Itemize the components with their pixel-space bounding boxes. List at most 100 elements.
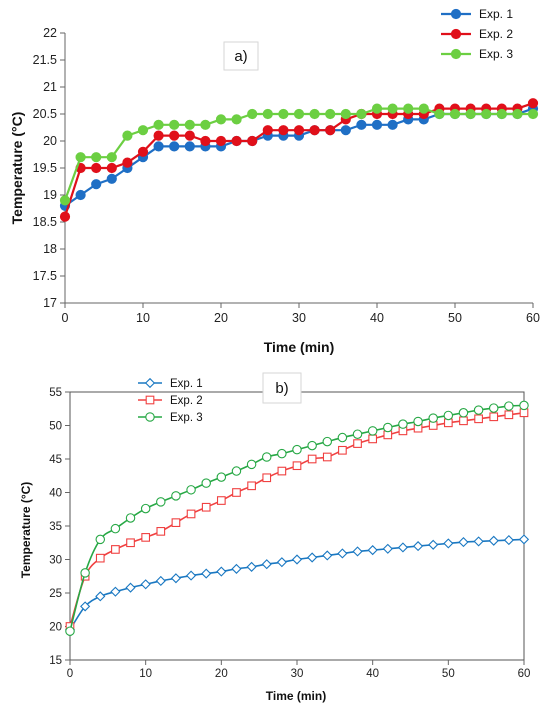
data-point (496, 108, 507, 120)
data-point (171, 491, 181, 501)
data-point (527, 98, 539, 109)
data-point (216, 496, 226, 505)
plot-frame (69, 391, 525, 661)
legend-item: Exp. 1 (441, 7, 513, 21)
data-point (91, 179, 102, 190)
data-point (201, 478, 211, 488)
data-point (91, 162, 102, 174)
data-point (387, 103, 398, 114)
data-point (137, 125, 149, 136)
data-point (278, 125, 289, 136)
legend-marker (145, 412, 155, 422)
data-point (292, 461, 302, 471)
series-1 (64, 534, 530, 635)
data-point (503, 534, 514, 546)
x-tick-label: 60 (526, 311, 540, 325)
x-axis-label: Time (min) (266, 689, 326, 703)
x-tick-label: 20 (214, 311, 228, 325)
data-point (473, 405, 484, 415)
y-tick-label: 17.5 (33, 269, 57, 283)
data-point (186, 509, 196, 519)
data-point (215, 135, 227, 147)
y-tick-label: 25 (49, 588, 62, 600)
x-tick-label: 0 (62, 311, 69, 325)
data-point (325, 125, 336, 136)
data-point (307, 440, 317, 451)
y-tick-label: 30 (49, 555, 62, 567)
data-point (247, 135, 258, 147)
legend-label: Exp. 3 (479, 47, 513, 61)
data-point (184, 130, 195, 141)
data-point (459, 416, 468, 426)
y-tick-label: 22 (43, 26, 57, 40)
y-tick-label: 20 (49, 622, 62, 634)
data-point (418, 103, 429, 114)
data-point (185, 570, 197, 581)
data-point (216, 472, 227, 482)
legend-item: Exp. 2 (138, 395, 203, 407)
series-3 (59, 103, 539, 206)
data-point (95, 553, 105, 563)
data-point (186, 485, 196, 495)
data-point (261, 559, 272, 570)
data-point (371, 119, 383, 130)
data-point (110, 586, 121, 597)
data-point (184, 119, 195, 130)
y-tick-label: 50 (49, 421, 62, 433)
data-point (412, 541, 424, 552)
data-point (262, 473, 272, 483)
data-point (387, 119, 398, 130)
x-tick-label: 50 (448, 311, 462, 325)
legend: Exp. 1 Exp. 2 Exp. 3 (441, 7, 513, 61)
x-tick-label: 0 (67, 668, 73, 680)
x-tick-label: 60 (518, 668, 531, 680)
data-point (232, 488, 241, 497)
panel-label-box (223, 41, 259, 71)
y-tick-label: 17 (43, 296, 57, 310)
legend-marker (450, 8, 462, 20)
y-tick-label: 18.5 (33, 215, 57, 229)
x-tick-label: 10 (139, 668, 152, 680)
data-point (59, 195, 71, 206)
legend-label: Exp. 1 (479, 7, 513, 21)
y-tick-label: 40 (49, 488, 62, 500)
legend-marker (450, 48, 462, 60)
data-point (111, 545, 120, 554)
legend-marker (144, 377, 156, 389)
data-point (75, 152, 86, 163)
data-point (413, 416, 423, 427)
series-3 (65, 400, 529, 636)
data-point (434, 108, 445, 120)
data-point (428, 539, 439, 550)
data-point (247, 481, 256, 491)
data-point (231, 135, 242, 147)
data-point (171, 518, 181, 527)
data-point (368, 434, 378, 444)
data-point (153, 119, 164, 130)
data-point (278, 108, 289, 120)
data-point (291, 554, 303, 565)
data-point (474, 414, 483, 424)
y-axis-label: Temperature (°C) (19, 482, 33, 579)
y-tick-label: 21 (43, 80, 57, 94)
x-tick-label: 10 (136, 311, 150, 325)
data-point (353, 439, 362, 448)
data-point (216, 566, 227, 577)
data-point (504, 401, 514, 411)
data-point (371, 103, 383, 114)
data-point (261, 452, 272, 462)
data-point (200, 135, 211, 147)
data-point (465, 108, 476, 120)
data-point (473, 536, 484, 547)
data-point (325, 108, 336, 120)
x-tick-label: 40 (370, 311, 384, 325)
legend-item: Exp. 3 (441, 47, 513, 61)
data-point (488, 403, 499, 413)
data-point (110, 523, 121, 534)
data-point (443, 538, 454, 549)
data-point (292, 444, 302, 455)
data-point (155, 575, 166, 587)
data-point (527, 108, 539, 120)
legend-item: Exp. 3 (138, 412, 203, 424)
chart-panel-a: 17 17.5 18 18.5 19 19.5 20 20.5 21 21.5 22 0 10 20 30… (9, 7, 540, 355)
